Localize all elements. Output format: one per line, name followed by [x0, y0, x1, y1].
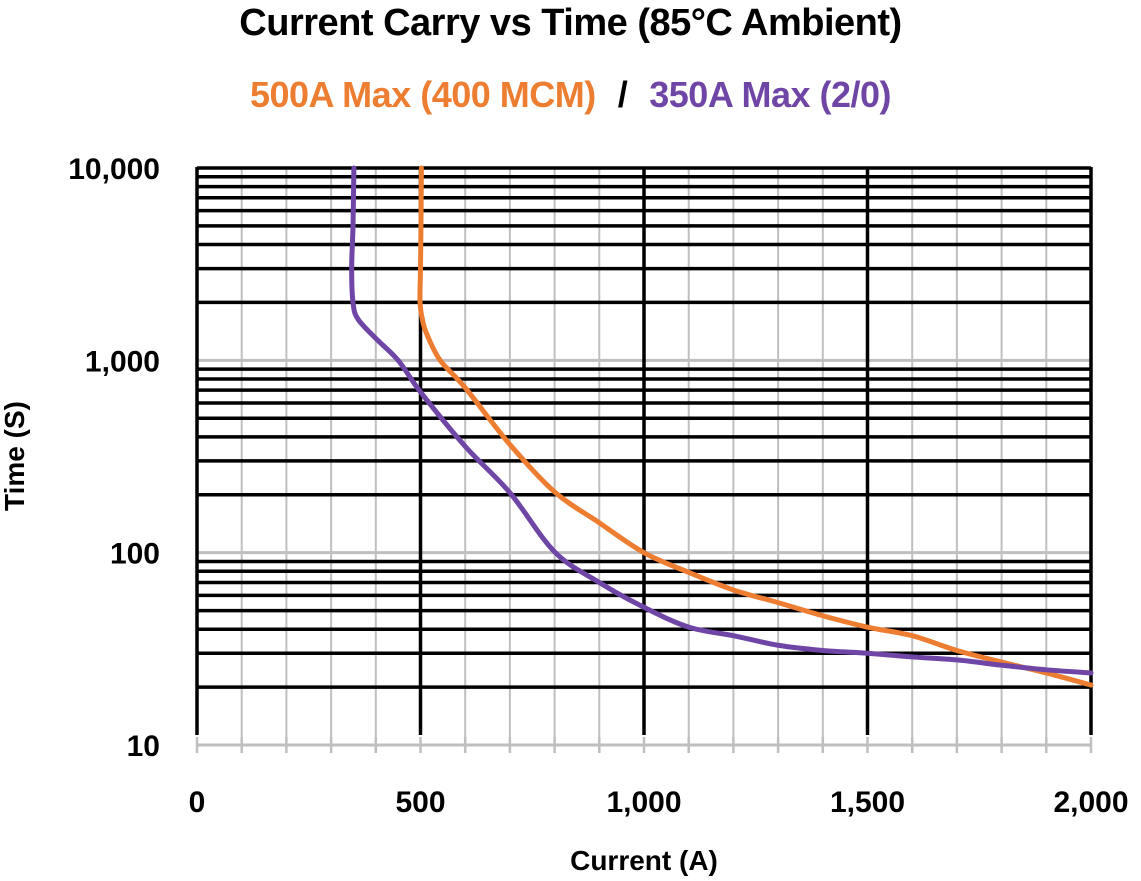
x-tick-label: 1,500	[830, 786, 905, 819]
series-line-350a-2-0	[349, 165, 1094, 676]
x-axis	[195, 737, 1093, 753]
x-tick-label: 0	[189, 786, 206, 819]
y-tick-label: 100	[110, 538, 160, 571]
y-tick-label: 1,000	[85, 345, 160, 378]
series-line-500a-400mcm	[417, 165, 1094, 688]
y-axis-title: Time (S)	[0, 401, 30, 511]
legend-series-350a: 350A Max (2/0)	[649, 74, 892, 115]
x-tick-label: 500	[395, 786, 445, 819]
x-tick-label: 2,000	[1053, 786, 1128, 819]
chart-subtitle-legend: 500A Max (400 MCM) / 350A Max (2/0)	[0, 74, 1141, 116]
legend-series-500a: 500A Max (400 MCM)	[249, 74, 596, 115]
y-tick-label: 10,000	[68, 153, 160, 186]
series-layer	[349, 165, 1094, 688]
x-tick-label: 1,000	[606, 786, 681, 819]
x-axis-title: Current (A)	[570, 845, 718, 876]
legend-separator: /	[617, 74, 628, 115]
tick-labels: 0 500 1,000 1,500 2,000 10 100 1,000 10,000	[68, 153, 1128, 819]
y-tick-label: 10	[127, 730, 160, 763]
chart-title: Current Carry vs Time (85°C Ambient)	[239, 2, 902, 44]
